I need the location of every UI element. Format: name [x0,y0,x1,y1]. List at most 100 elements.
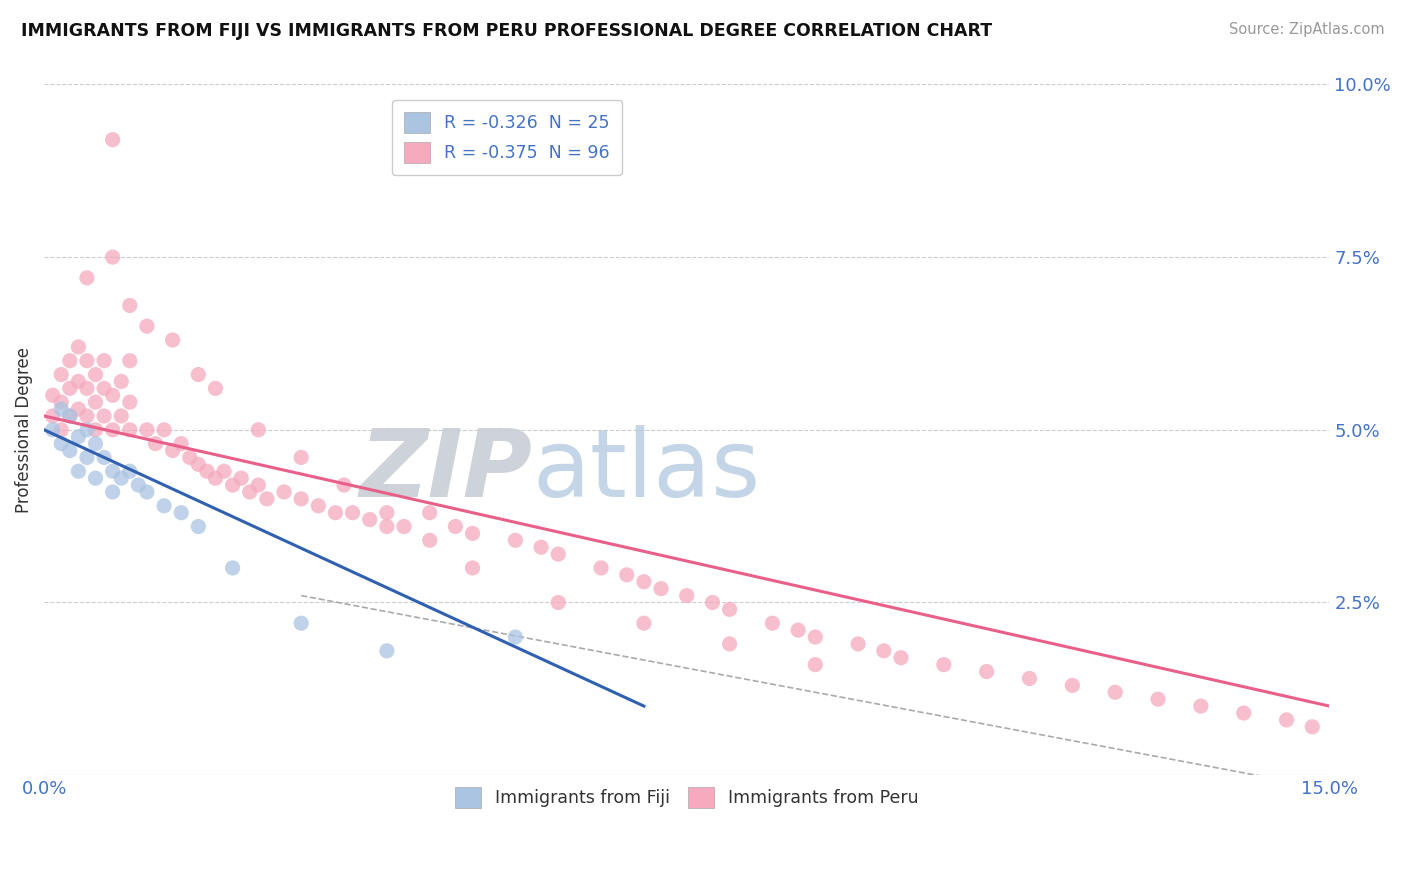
Point [179,450,201,465]
Point [93,409,115,423]
Point [787,623,810,637]
Point [247,423,270,437]
Point [195,464,218,478]
Point [307,499,329,513]
Point [84,423,107,437]
Point [101,464,124,478]
Legend: Immigrants from Fiji, Immigrants from Peru: Immigrants from Fiji, Immigrants from Pe… [449,780,925,814]
Point [118,353,141,368]
Point [392,519,415,533]
Point [890,650,912,665]
Point [162,333,184,347]
Point [290,616,312,631]
Point [333,478,356,492]
Point [110,471,132,485]
Point [616,567,638,582]
Point [1147,692,1170,706]
Y-axis label: Professional Degree: Professional Degree [15,347,32,513]
Point [1301,720,1323,734]
Point [127,478,149,492]
Point [170,506,193,520]
Point [93,450,115,465]
Point [101,388,124,402]
Point [247,478,270,492]
Point [67,402,90,417]
Point [118,395,141,409]
Point [204,471,226,485]
Point [444,519,467,533]
Point [118,298,141,312]
Point [67,375,90,389]
Point [505,533,527,548]
Point [93,381,115,395]
Point [204,381,226,395]
Point [342,506,364,520]
Point [256,491,278,506]
Point [633,574,655,589]
Point [239,485,262,500]
Point [136,423,159,437]
Point [101,485,124,500]
Point [93,353,115,368]
Point [589,561,612,575]
Point [145,436,167,450]
Point [118,423,141,437]
Point [718,602,741,616]
Point [547,595,569,609]
Point [325,506,347,520]
Point [375,644,398,658]
Point [170,436,193,450]
Point [59,443,82,458]
Point [76,450,98,465]
Point [932,657,955,672]
Point [162,443,184,458]
Point [761,616,783,631]
Point [110,409,132,423]
Point [41,423,63,437]
Point [101,250,124,264]
Point [530,540,553,554]
Point [101,423,124,437]
Point [67,430,90,444]
Point [153,499,176,513]
Point [547,547,569,561]
Point [136,319,159,334]
Text: atlas: atlas [533,425,761,517]
Point [76,423,98,437]
Point [505,630,527,644]
Point [51,402,73,417]
Point [84,471,107,485]
Point [84,395,107,409]
Point [59,409,82,423]
Point [41,388,63,402]
Point [59,381,82,395]
Point [231,471,253,485]
Point [136,485,159,500]
Point [650,582,672,596]
Point [153,423,176,437]
Text: Source: ZipAtlas.com: Source: ZipAtlas.com [1229,22,1385,37]
Point [187,519,209,533]
Point [67,464,90,478]
Point [976,665,998,679]
Point [675,589,697,603]
Point [212,464,235,478]
Point [221,478,243,492]
Point [461,526,484,541]
Point [846,637,869,651]
Point [101,133,124,147]
Point [51,423,73,437]
Point [84,368,107,382]
Point [51,395,73,409]
Text: ZIP: ZIP [360,425,533,517]
Point [51,436,73,450]
Point [1104,685,1126,699]
Point [59,353,82,368]
Point [718,637,741,651]
Point [76,381,98,395]
Point [359,513,381,527]
Point [702,595,724,609]
Point [1189,699,1212,714]
Point [76,353,98,368]
Point [633,616,655,631]
